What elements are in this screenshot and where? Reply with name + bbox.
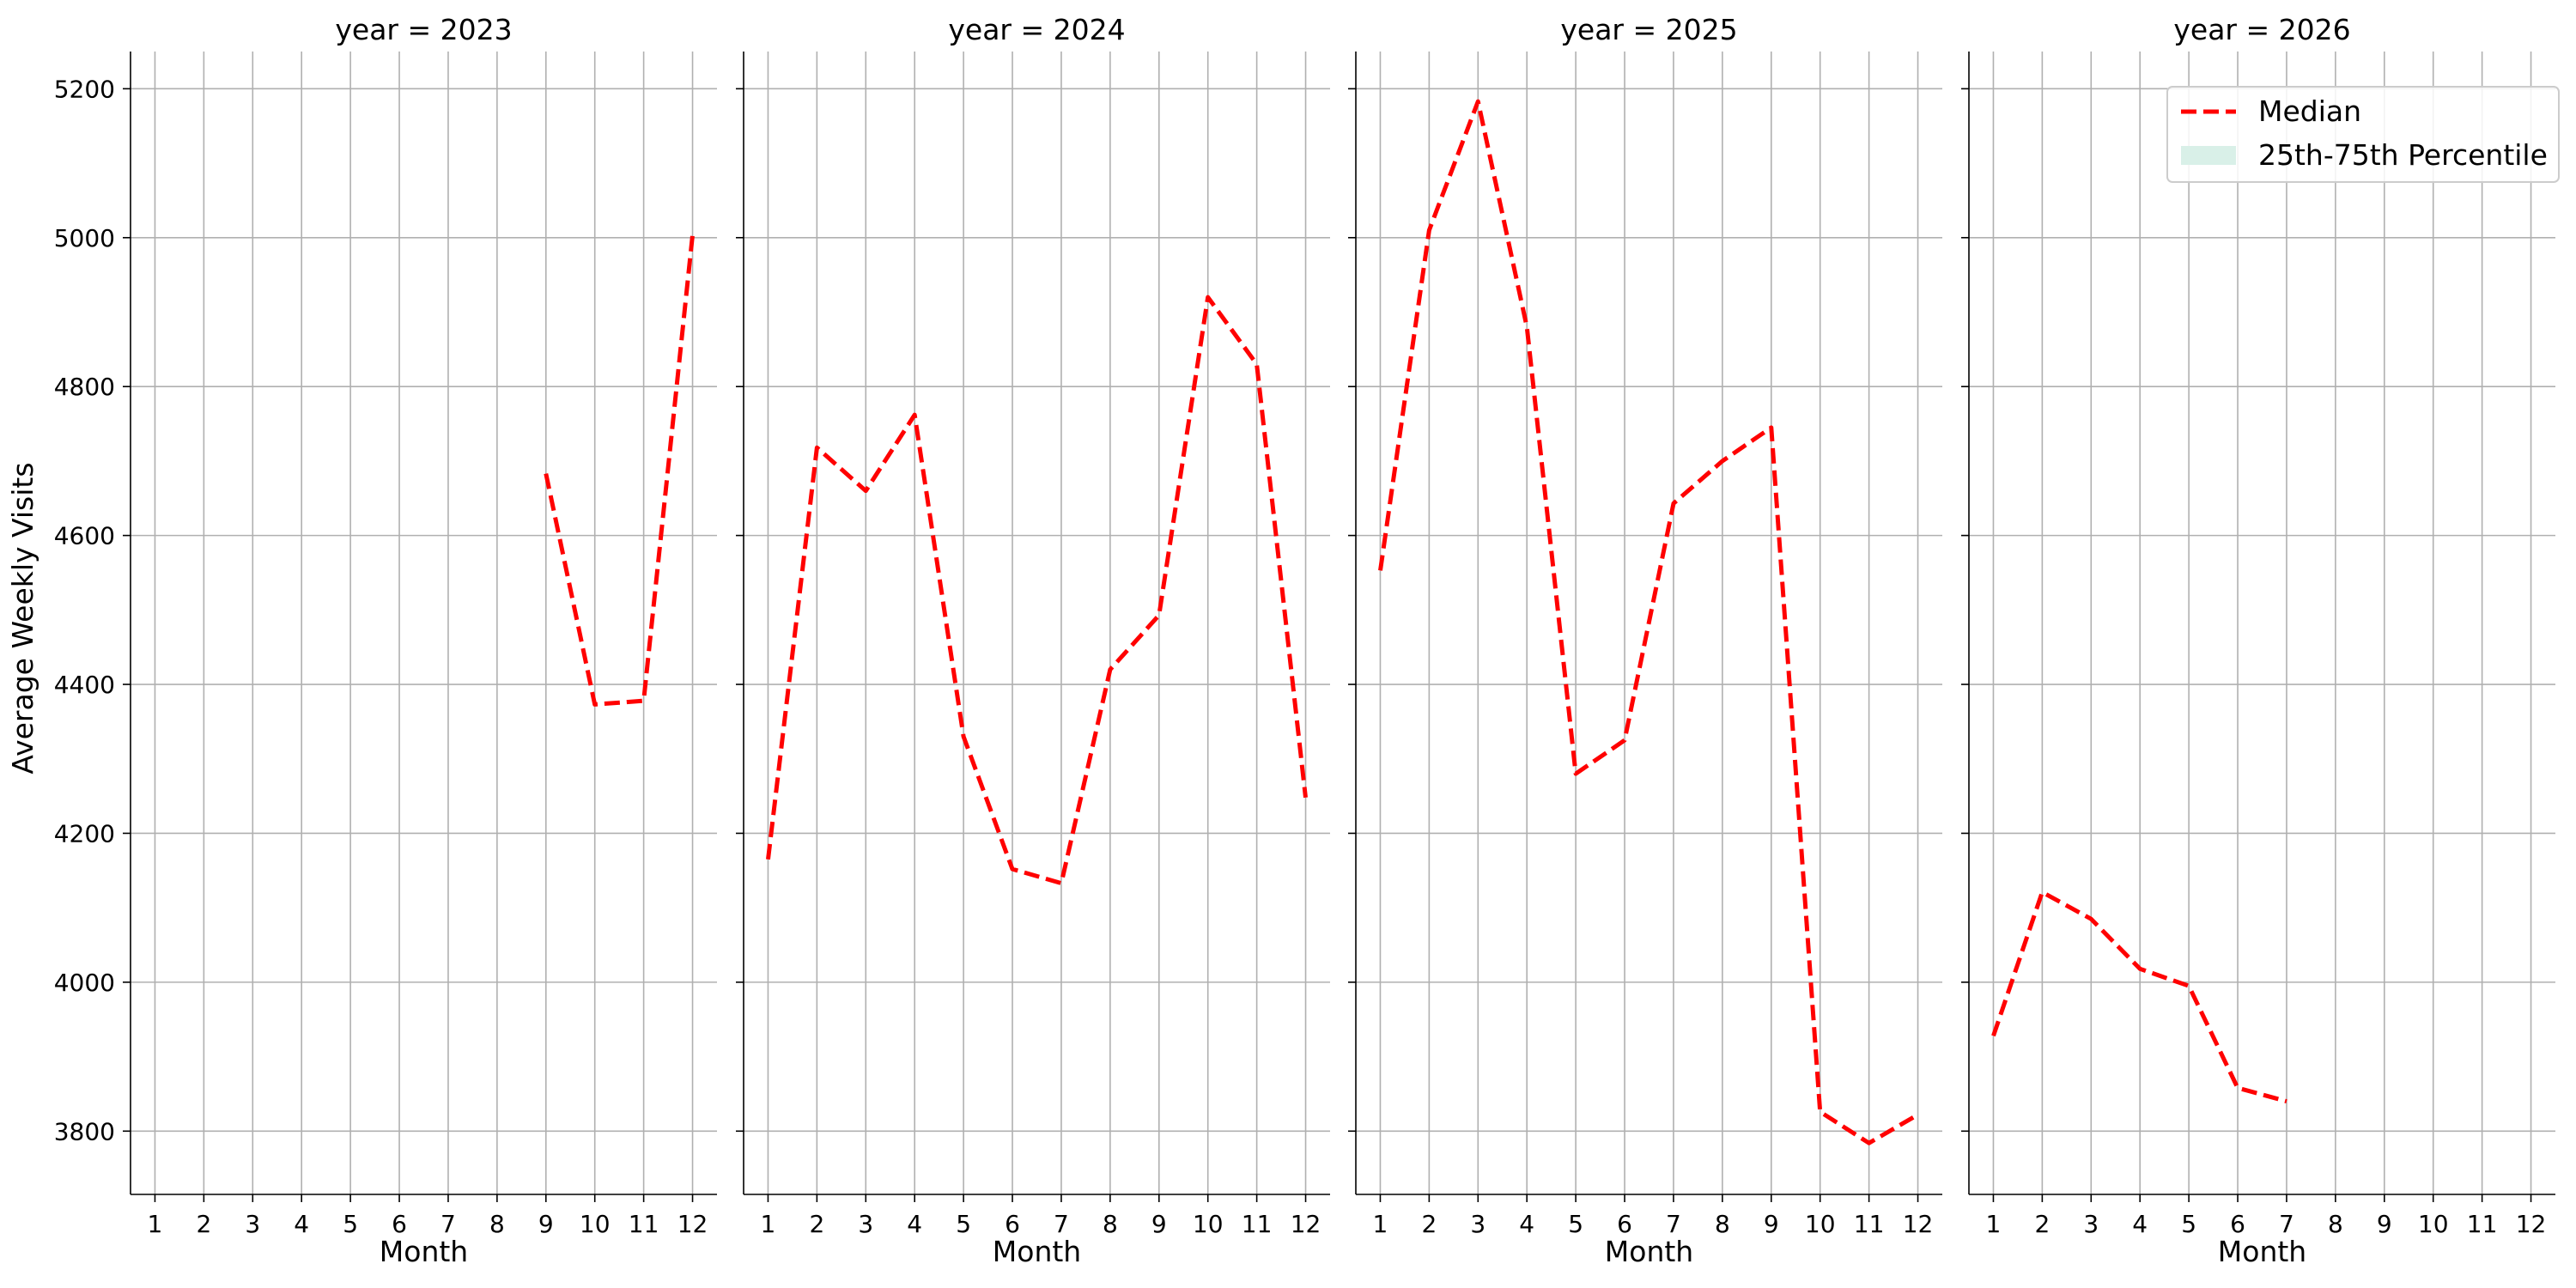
x-tick-label: 5	[2181, 1210, 2196, 1238]
x-tick-label: 4	[294, 1210, 309, 1238]
panel-title: year = 2023	[335, 13, 512, 46]
legend: Median 25th-75th Percentile	[2166, 86, 2560, 183]
x-tick-label: 10	[2418, 1210, 2449, 1238]
legend-percentile-swatch	[2181, 146, 2236, 165]
y-tick-label: 5000	[54, 224, 115, 252]
x-tick-label: 11	[1854, 1210, 1885, 1238]
x-tick-label: 12	[677, 1210, 708, 1238]
x-tick-label: 7	[1666, 1210, 1681, 1238]
x-tick-label: 10	[580, 1210, 611, 1238]
x-tick-label: 10	[1805, 1210, 1836, 1238]
x-tick-label: 9	[1764, 1210, 1779, 1238]
x-tick-label: 4	[907, 1210, 922, 1238]
legend-label: 25th-75th Percentile	[2258, 138, 2548, 172]
x-tick-label: 7	[2279, 1210, 2294, 1238]
x-tick-label: 5	[343, 1210, 358, 1238]
legend-frame	[2166, 86, 2560, 183]
y-tick-label: 4400	[54, 671, 115, 699]
x-tick-label: 6	[1617, 1210, 1632, 1238]
y-tick-label: 5200	[54, 75, 115, 103]
x-axis-label: Month	[380, 1235, 468, 1268]
panel-title: year = 2025	[1560, 13, 1737, 46]
x-tick-label: 2	[2034, 1210, 2050, 1238]
y-tick-label: 4800	[54, 373, 115, 401]
x-tick-label: 6	[1005, 1210, 1020, 1238]
x-tick-label: 8	[1103, 1210, 1118, 1238]
x-tick-label: 7	[440, 1210, 456, 1238]
x-tick-label: 5	[1568, 1210, 1583, 1238]
y-axis-label: Average Weekly Visits	[6, 462, 39, 774]
x-tick-label: 7	[1054, 1210, 1069, 1238]
median-line	[1991, 890, 2287, 1104]
x-tick-label: 3	[1470, 1210, 1485, 1238]
median-line	[544, 234, 695, 707]
x-tick-label: 12	[1903, 1210, 1934, 1238]
x-tick-label: 11	[2467, 1210, 2498, 1238]
y-tick-label: 3800	[54, 1117, 115, 1145]
x-tick-label: 1	[148, 1210, 163, 1238]
y-tick-label: 4000	[54, 969, 115, 997]
x-tick-label: 1	[1373, 1210, 1388, 1238]
legend-label: Median	[2258, 94, 2361, 128]
x-tick-label: 12	[1291, 1210, 1321, 1238]
x-tick-label: 1	[761, 1210, 776, 1238]
x-tick-label: 12	[2516, 1210, 2547, 1238]
x-tick-label: 4	[1519, 1210, 1534, 1238]
median-line	[1378, 99, 1919, 1145]
panel-1: 1 2 3 4 5 6 7 8 9 10 11 123800400042004400460048005…	[54, 13, 717, 1268]
x-tick-label: 9	[2377, 1210, 2392, 1238]
x-tick-label: 3	[858, 1210, 873, 1238]
x-tick-label: 3	[245, 1210, 260, 1238]
x-tick-label: 8	[489, 1210, 505, 1238]
median-line	[766, 295, 1308, 886]
x-tick-label: 10	[1193, 1210, 1224, 1238]
y-tick-label: 4200	[54, 819, 115, 848]
panel-title: year = 2024	[948, 13, 1125, 46]
x-tick-label: 2	[809, 1210, 824, 1238]
x-tick-label: 8	[1715, 1210, 1730, 1238]
x-tick-label: 5	[956, 1210, 971, 1238]
x-axis-label: Month	[1605, 1235, 1693, 1268]
x-tick-label: 6	[392, 1210, 407, 1238]
x-tick-label: 9	[538, 1210, 554, 1238]
x-tick-label: 2	[1421, 1210, 1437, 1238]
x-axis-label: Month	[993, 1235, 1081, 1268]
x-tick-label: 6	[2230, 1210, 2245, 1238]
x-tick-label: 8	[2328, 1210, 2343, 1238]
x-tick-label: 9	[1151, 1210, 1167, 1238]
x-tick-label: 11	[1242, 1210, 1273, 1238]
y-tick-label: 4600	[54, 522, 115, 550]
x-axis-label: Month	[2218, 1235, 2306, 1268]
x-tick-label: 4	[2132, 1210, 2148, 1238]
x-tick-label: 2	[196, 1210, 211, 1238]
x-tick-label: 1	[1986, 1210, 2002, 1238]
x-tick-label: 3	[2083, 1210, 2099, 1238]
x-tick-label: 11	[629, 1210, 659, 1238]
panel-title: year = 2026	[2173, 13, 2350, 46]
